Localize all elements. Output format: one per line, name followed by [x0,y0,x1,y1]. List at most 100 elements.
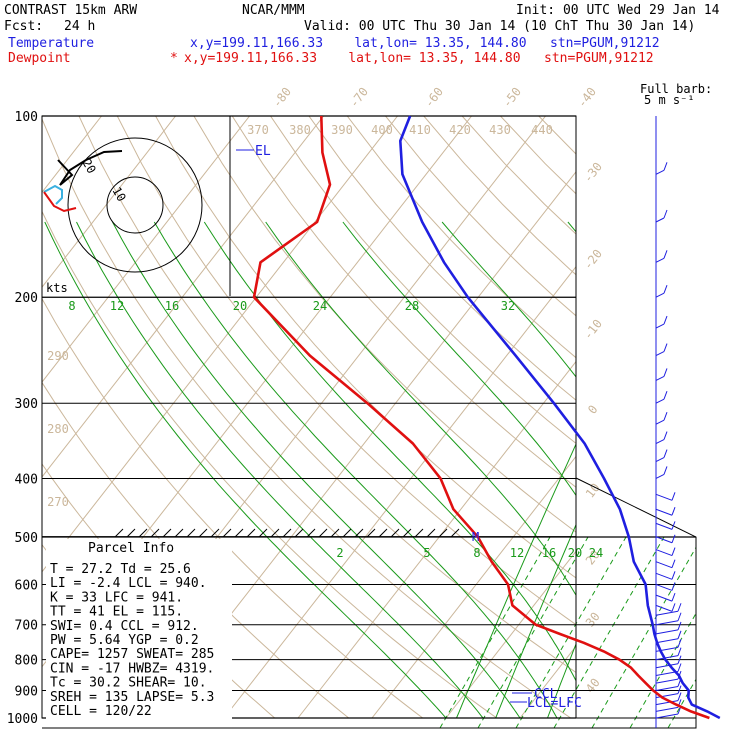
wind-barb-flag [663,411,668,421]
wind-barb-flag [663,315,668,325]
hatch-mark [186,528,196,538]
parcel-box-bg [46,539,232,725]
m-label: M [472,530,479,544]
wind-barb [655,685,679,691]
hodograph-storm-trace [43,191,77,213]
forecast-label: Fcst: [4,19,43,34]
hodograph-low-trace [43,184,63,205]
theta-label: 410 [409,123,431,137]
center-name: NCAR/MMM [242,3,305,18]
theta-label: 280 [47,422,69,436]
hatch-mark [414,528,424,538]
ccl-label: CCL [534,687,558,702]
isotherm-label: 40 [583,676,603,696]
wind-barb-flag [671,492,676,501]
pressure-label: 300 [15,397,38,412]
wind-barb [655,638,679,644]
hatch-mark [426,528,436,538]
wind-barb [655,610,679,616]
wind-barb-flag [663,250,668,259]
hatch-mark [270,528,280,538]
hatch-mark [282,528,292,538]
moist-adiabat-line [704,222,740,718]
mixing-ratio-label: 20 [233,299,247,313]
wind-barb [655,439,665,444]
isotherm-label: 30 [583,610,603,630]
wind-barb [655,323,665,329]
init-time: Init: 00 UTC Wed 29 Jan 14 [516,3,720,18]
isotherm-label: -80 [270,85,294,111]
plot-frame [41,115,697,729]
isotherm-label: -50 [500,85,524,111]
hodograph-ring-inner [106,176,164,234]
wind-barb [655,473,665,479]
wind-barb-flag [663,285,668,294]
wind-barb-flag [677,639,682,648]
dry-adiabat-line [155,116,576,579]
wind-barb [655,713,679,719]
lower-extension [439,537,696,728]
barb-legend-title: Full barb: [640,82,712,96]
model-name: CONTRAST 15km ARW [4,3,137,18]
wind-barb [655,561,673,569]
barb-legend-units: 5 m s⁻¹ [644,93,695,107]
wind-barb [655,549,673,557]
theta-label: 400 [371,123,393,137]
mixing-ratio-line [725,297,740,718]
moist-adiabat-line [44,221,447,719]
wind-barb-flag [663,449,668,458]
dry-adiabat-line [615,116,740,718]
theta-label: 270 [47,495,69,509]
hatch-mark [366,528,376,538]
dry-adiabat-line [42,297,424,719]
wind-barb [655,169,665,175]
mixing-ratio-label: 12 [110,299,124,313]
dry-adiabat-line [231,116,576,488]
hatch-mark [114,528,124,538]
mixing-ratio-label: 2 [336,546,343,560]
moist-adiabat-line [112,221,521,719]
wind-barb [655,351,665,357]
mixing-ratio-label: 16 [542,546,556,560]
hatch-mark [138,528,148,538]
wind-barb-flag [677,603,682,612]
hatch-mark [174,528,184,538]
parcel-row: T = 27.2 Td = 25.6 [50,562,191,577]
pressure-label: 500 [15,531,38,546]
isotherm-line [297,360,576,719]
wind-barb-flag [663,162,668,171]
hatch-mark [354,528,364,538]
dewpoint-marker: * [170,51,178,66]
parcel-row: CAPE= 1257 SWEAT= 285 [50,647,214,662]
mixing-ratio-label: 24 [313,299,327,313]
dry-adiabat-line [270,116,576,445]
wind-barb [655,376,665,381]
mixing-ratio-label: 5 [423,546,430,560]
dry-adiabat-line [78,116,576,674]
isotherm-line [594,116,740,718]
pressure-label: 700 [15,619,38,634]
temperature-legend: Temperature [8,36,94,51]
wind-barb-flag [663,431,668,440]
hatch-mark [390,528,400,538]
hatch-mark [162,528,172,538]
temperature-profile [398,115,721,720]
wind-barbs [655,116,682,728]
parcel-row: PW = 5.64 YGP = 0.2 [50,633,199,648]
wind-barb [655,594,673,602]
hatch-mark [342,528,352,538]
pressure-label: 600 [15,578,38,593]
wind-barb-flag [671,507,676,516]
hatch-mark [294,528,304,538]
theta-labels: 370 380 390 400 410 420 430 440 290 280 270 [47,123,553,509]
wind-barb [655,493,673,501]
wind-barb-flag [677,655,682,664]
mixing-ratio-labels: 8 12 16 20 24 28 32 2 5 8 12 16 20 24 [68,299,603,560]
wind-barb-flag [677,621,682,631]
wind-barb [655,583,673,591]
parcel-row: SWI= 0.4 CCL = 912. [50,619,199,634]
extension-dashed-line [515,537,627,728]
wind-barb-flag [671,592,676,602]
